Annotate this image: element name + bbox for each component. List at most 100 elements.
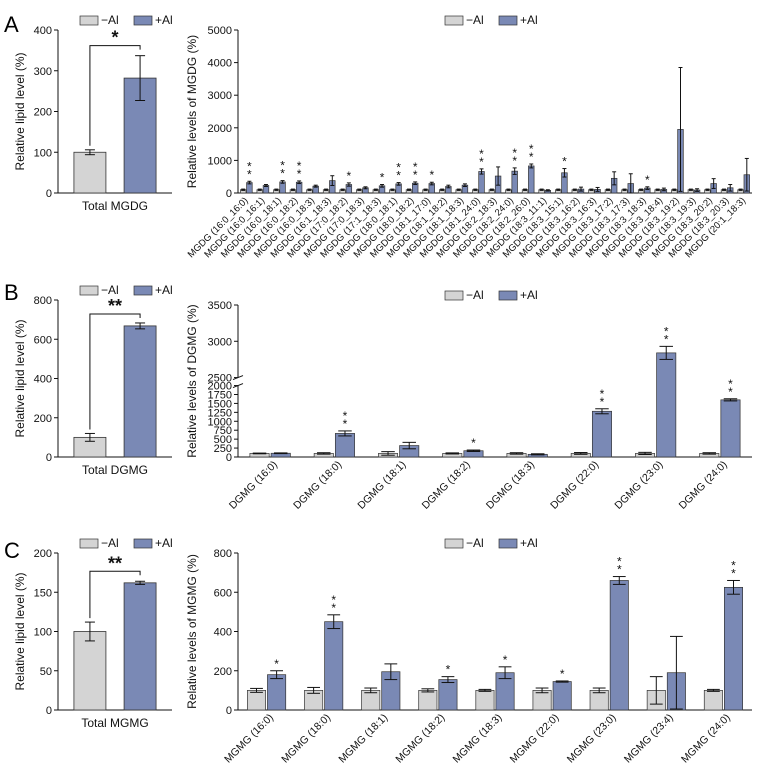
mgmg-species-y-tick-label: 200 [214, 666, 232, 678]
mgdg-species-y-tick-label: 4000 [208, 58, 232, 70]
mgdg-species-y-tick-label: 1000 [208, 155, 232, 167]
mgmg-species-significance-mark: * [274, 657, 279, 671]
mgdg-species-significance-mark: * [529, 150, 534, 164]
mgmg-species-category-label: MGMG (22:0) [508, 712, 562, 766]
total-mgmg-bar-minus-al [73, 631, 107, 711]
dgmg-species-significance-mark: * [728, 385, 733, 399]
dgmg-species-y-axis-label: Relative levels of DGMG (%) [185, 304, 199, 457]
legend-label-plus-al: +Al [155, 13, 173, 27]
charts-layer: 0 100 200 300 400 * Total MGDG Relative lipid l… [13, 13, 752, 766]
legend-swatch-minus-al [444, 290, 464, 301]
mgdg-species-significance-mark: * [396, 169, 401, 183]
mgdg-species-y-tick-label: 2000 [208, 123, 232, 135]
dgmg-species-category-label: DGMG (18:2) [420, 459, 473, 512]
total-mgmg-bar-plus-al [123, 582, 157, 711]
mgmg-species-significance-mark: * [331, 593, 336, 607]
dgmg-species-y-tick-label: 1000 [208, 416, 232, 428]
dgmg-species-significance-mark: * [343, 409, 348, 423]
dgmg-species-significance-mark: * [600, 387, 605, 401]
mgdg-species-significance-mark: * [280, 167, 285, 181]
mgdg-species-significance-mark: * [479, 155, 484, 169]
legend-label-plus-al: +Al [520, 536, 538, 550]
total-dgmg-significance-bracket [89, 313, 141, 430]
mgdg-species-significance-mark: * [413, 160, 418, 174]
panel-letter-c: C [4, 538, 20, 563]
mgmg-species-y-axis-label: Relative levels of MGMG (%) [185, 554, 199, 709]
mgmg-species-category-label: MGMG (24:0) [679, 712, 733, 766]
dgmg-species-significance-mark: * [343, 417, 348, 431]
mgmg-species-category-label: MGMG (18:3) [451, 712, 505, 766]
mgdg-species-significance-mark: * [297, 167, 302, 181]
panel-letter-a: A [4, 12, 19, 37]
dgmg-species-category-label: DGMG (18:1) [355, 459, 408, 512]
mgdg-species-significance-mark: * [562, 155, 567, 169]
dgmg-species-category-label: DGMG (22:0) [548, 459, 601, 512]
legend-swatch-minus-al [79, 15, 99, 26]
legend-swatch-plus-al [498, 538, 518, 549]
dgmg-species-bar-plus-al [591, 410, 612, 458]
dgmg-species-y-tick-label: 500 [214, 434, 232, 446]
total-mgmg-significance-bracket [89, 570, 141, 619]
total-mgmg-y-tick-label: 150 [34, 587, 52, 599]
dgmg-species-bar-plus-al [656, 352, 677, 458]
total-dgmg-significance-mark: ** [108, 296, 122, 316]
dgmg-species-significance-mark: * [728, 377, 733, 391]
total-dgmg-y-tick-label: 0 [46, 452, 52, 464]
dgmg-species-y-tick-label: 3000 [208, 336, 232, 348]
total-mgdg-y-tick-label: 400 [34, 25, 52, 37]
mgdg-species-y-tick-label: 5000 [208, 25, 232, 37]
legend-swatch-plus-al [498, 15, 518, 26]
total-dgmg-y-axis-label: Relative lipid level (%) [13, 319, 27, 437]
mgmg-species-significance-mark: * [617, 563, 622, 577]
mgmg-species-category-label: MGMG (18:0) [279, 712, 333, 766]
mgmg-species-y-tick-label: 800 [214, 548, 232, 560]
total-mgmg-y-tick-label: 50 [40, 666, 52, 678]
mgmg-species-significance-mark: * [731, 566, 736, 580]
dgmg-species-category-label: DGMG (23:0) [612, 459, 665, 512]
dgmg-species-y-tick-label: 1250 [208, 407, 232, 419]
total-mgdg-y-tick-label: 100 [34, 147, 52, 159]
legend-label-plus-al: +Al [520, 13, 538, 27]
legend-label-minus-al: −Al [101, 283, 119, 297]
mgmg-species-significance-mark: * [331, 601, 336, 615]
mgmg-species-category-label: MGMG (23:4) [622, 712, 676, 766]
mgdg-species-significance-mark: * [429, 168, 434, 182]
mgmg-species-category-label: MGMG (16:0) [222, 712, 276, 766]
mgmg-species-significance-mark: * [731, 558, 736, 572]
total-mgmg-y-tick-label: 0 [46, 705, 52, 717]
total-dgmg-bar-plus-al [123, 325, 157, 458]
total-mgdg-y-tick-label: 200 [34, 107, 52, 119]
mgmg-species-y-tick-label: 400 [214, 627, 232, 639]
total-mgmg-significance-mark: ** [108, 553, 122, 573]
total-mgdg-significance-mark: * [111, 28, 118, 48]
mgmg-species-significance-mark: * [617, 555, 622, 569]
mgmg-species-bar-minus-al [532, 690, 552, 711]
total-mgdg-y-tick-label: 0 [46, 188, 52, 200]
total-dgmg-category-label: Total DGMG [82, 463, 148, 477]
legend-label-plus-al: +Al [155, 536, 173, 550]
total-mgmg-y-tick-label: 100 [34, 627, 52, 639]
mgmg-species-y-tick-label: 600 [214, 587, 232, 599]
mgdg-species-significance-mark: * [247, 159, 252, 173]
total-mgmg-category-label: Total MGMG [81, 716, 148, 730]
dgmg-species-y-tick-label: 2000 [208, 381, 232, 393]
total-mgdg-bar-minus-al [73, 151, 107, 194]
legend-swatch-plus-al [133, 15, 153, 26]
mgmg-species-bar-plus-al [324, 621, 344, 711]
mgmg-species-bar-minus-al [361, 690, 381, 711]
mgmg-species-bar-plus-al [609, 580, 629, 711]
dgmg-species-category-label: DGMG (16:0) [227, 459, 280, 512]
legend-swatch-minus-al [444, 15, 464, 26]
panel-letter-b: B [4, 280, 19, 305]
legend-swatch-plus-al [133, 285, 153, 296]
mgdg-species-significance-mark: * [413, 168, 418, 182]
dgmg-species-significance-mark: * [471, 436, 476, 450]
mgmg-species-category-label: MGMG (18:2) [393, 712, 447, 766]
legend-swatch-plus-al [133, 538, 153, 549]
mgdg-species-significance-mark: * [512, 146, 517, 160]
total-dgmg-y-tick-label: 800 [34, 295, 52, 307]
legend-label-plus-al: +Al [155, 283, 173, 297]
dgmg-species-category-label: DGMG (18:3) [484, 459, 537, 512]
total-mgdg-significance-bracket [89, 45, 141, 146]
total-mgdg-y-tick-label: 300 [34, 66, 52, 78]
